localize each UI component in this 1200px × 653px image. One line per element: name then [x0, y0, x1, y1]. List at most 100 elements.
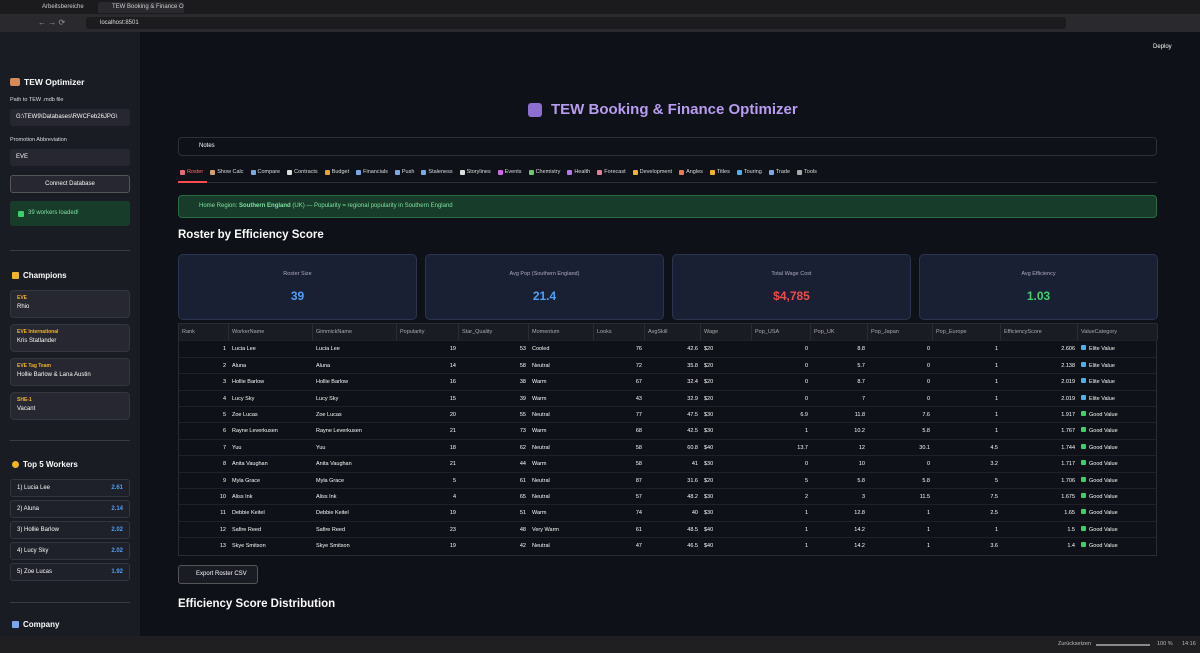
value-category: Good Value: [1089, 543, 1118, 550]
tab-label: Push: [401, 169, 415, 175]
column-header[interactable]: Pop_Europe: [933, 324, 1001, 341]
page-title: TEW Booking & Finance Optimizer: [551, 101, 798, 118]
table-cell: 7: [861, 395, 865, 402]
table-cell: $30: [704, 412, 714, 418]
nav-buttons[interactable]: ← → ⟳: [38, 18, 66, 27]
divider: [10, 440, 130, 441]
table-cell: Aluna: [316, 362, 331, 369]
table-cell: 43: [635, 395, 642, 402]
deploy-button[interactable]: Deploy: [1153, 44, 1172, 50]
zoom-slider[interactable]: [1096, 644, 1150, 646]
info-text: (UK) — Popularity = regional popularity …: [290, 203, 453, 209]
table-cell: 60.8: [687, 444, 698, 451]
table-cell: 2.138: [1061, 362, 1075, 369]
metric-card: Total Wage Cost $4,785: [672, 254, 911, 320]
tab[interactable]: Show Calc: [210, 167, 244, 177]
tab-icon: [287, 169, 293, 175]
tab-icon: [797, 169, 803, 175]
tab-list: Roster Show Calc Compare Contracts Budget Fin…: [180, 167, 817, 177]
table-cell: 1: [994, 428, 998, 435]
column-header[interactable]: ValueCategory: [1078, 324, 1158, 341]
zoom-reset[interactable]: Zurücksetzen: [1058, 641, 1092, 647]
column-header[interactable]: Pop_Japan: [868, 324, 933, 341]
tab[interactable]: Storylines: [459, 167, 491, 177]
tab[interactable]: Touring: [736, 167, 762, 177]
tab-label: Tools: [804, 169, 817, 175]
table-cell: 21: [449, 428, 456, 435]
tab[interactable]: Forecast: [597, 167, 626, 177]
tab[interactable]: Angles: [679, 167, 703, 177]
table-cell: 0: [804, 379, 808, 386]
worker-name: 3) Hollie Barlow: [17, 527, 60, 533]
table-cell: Warm: [532, 428, 547, 435]
tab-icon: [497, 169, 503, 175]
column-header[interactable]: Wage: [701, 324, 752, 341]
column-header[interactable]: WorkerName: [229, 324, 313, 341]
url-field[interactable]: localhost:8501: [86, 17, 1066, 29]
notes-expander[interactable]: Notes: [178, 137, 1157, 156]
column-header[interactable]: GimmickName: [313, 324, 397, 341]
table-cell: 3: [861, 494, 865, 500]
table-cell: Neutral: [532, 412, 550, 418]
column-header[interactable]: Star_Quality: [459, 324, 529, 341]
tab-icon: [421, 169, 427, 175]
table-cell: Zoe Lucas: [232, 412, 258, 418]
active-tab-indicator: [178, 181, 207, 183]
tab[interactable]: Compare: [250, 167, 280, 177]
column-header[interactable]: EfficiencyScore: [1001, 324, 1078, 341]
table-cell: Aluna: [232, 362, 247, 369]
tab[interactable]: Roster: [180, 167, 203, 177]
column-header[interactable]: Rank: [179, 324, 229, 341]
table-cell: Good Value: [1078, 440, 1158, 456]
table-row: 13 Skye Smitson Skye Smitson 19 42 Neutral 47 4…: [179, 537, 1156, 553]
tab[interactable]: Staleness: [421, 167, 453, 177]
table-cell: 7: [222, 444, 226, 451]
table-cell: 2.5: [990, 510, 998, 517]
promo-input[interactable]: EVE: [10, 149, 130, 166]
table-cell: 1.717: [1061, 461, 1075, 468]
tab-icon: [459, 169, 465, 175]
column-header[interactable]: Pop_USA: [752, 324, 811, 341]
table-cell: Skye Smitson: [316, 543, 350, 550]
tab[interactable]: Events: [497, 167, 522, 177]
table-row: 12 Safire Reed Safire Reed 23 48 Very Warm 61 4…: [179, 520, 1156, 537]
connect-button[interactable]: Connect Database: [10, 175, 130, 193]
table-cell: 1: [926, 526, 930, 533]
metric-value: 1.03: [1026, 289, 1051, 303]
table-cell: Lucia Lee: [232, 346, 256, 353]
tab[interactable]: Health: [567, 167, 590, 177]
tab[interactable]: Financials: [356, 167, 388, 177]
tab[interactable]: Titles: [709, 167, 730, 177]
top-workers-list: 1) Lucia Lee 2.61 2) Aluna 2.14 3) Hollie Ba…: [10, 479, 130, 584]
tab[interactable]: Chemistry: [528, 167, 560, 177]
table-cell: 0: [804, 395, 808, 402]
table-cell: Neutral: [532, 477, 550, 484]
champion-title: EVE: [17, 295, 28, 301]
column-header[interactable]: Popularity: [397, 324, 459, 341]
tab[interactable]: Budget: [324, 167, 349, 177]
tab[interactable]: Trade: [768, 167, 790, 177]
column-header[interactable]: Momentum: [529, 324, 594, 341]
browser-tab[interactable]: TEW Booking & Finance Op: [98, 2, 184, 13]
table-cell: $40: [704, 526, 714, 533]
column-header[interactable]: Looks: [594, 324, 645, 341]
tab[interactable]: Contracts: [287, 167, 318, 177]
column-header[interactable]: Pop_UK: [811, 324, 868, 341]
browser-tab-bar: Arbeitsbereiche TEW Booking & Finance Op: [0, 0, 1200, 14]
table-cell: 2.019: [1061, 395, 1075, 402]
info-text: Home Region:: [199, 203, 240, 209]
export-button[interactable]: Export Roster CSV: [178, 565, 258, 584]
metric-label: Avg Efficiency: [1021, 271, 1056, 277]
browser-tab[interactable]: Arbeitsbereiche: [42, 4, 84, 10]
tab[interactable]: Push: [394, 167, 415, 177]
table-cell: Debbie Keitel: [232, 510, 265, 517]
tab-label: Titles: [716, 169, 730, 175]
table-cell: Good Value: [1078, 505, 1158, 521]
column-header[interactable]: AvgSkill: [645, 324, 701, 341]
tab[interactable]: Development: [632, 167, 672, 177]
value-icon: [1081, 427, 1086, 433]
table-cell: 5: [994, 477, 998, 484]
table-cell: Yuu: [316, 444, 326, 451]
tab[interactable]: Tools: [797, 167, 817, 177]
path-input[interactable]: G:\TEW9\Databases\RWCFeb26JPG\: [10, 109, 130, 126]
